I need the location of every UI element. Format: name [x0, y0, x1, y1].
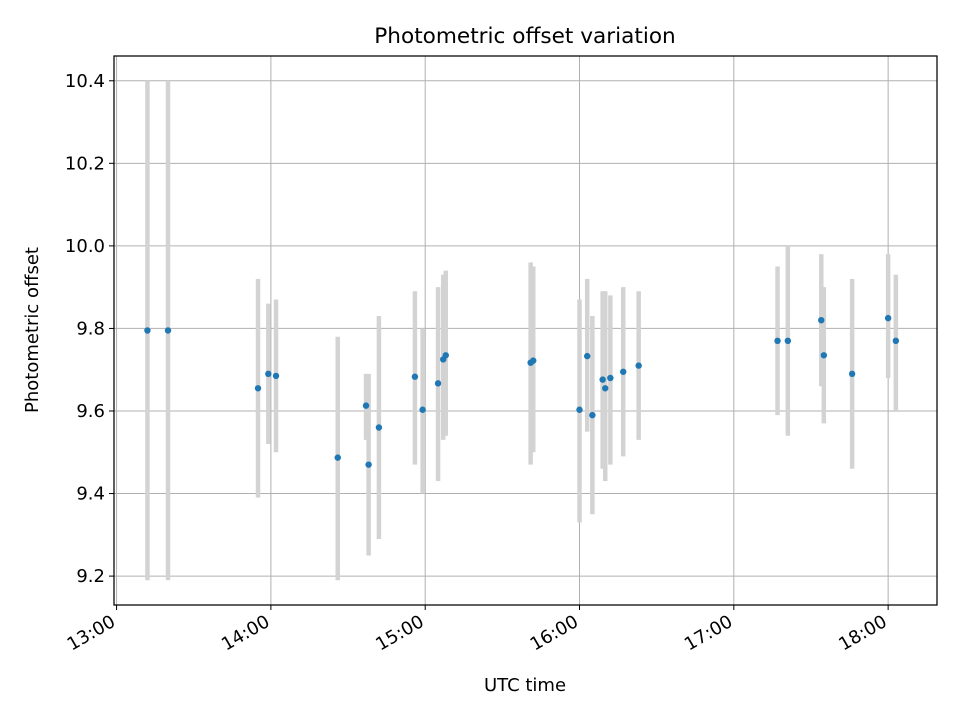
data-point — [607, 374, 614, 382]
data-point — [818, 316, 825, 324]
y-tick-label: 9.4 — [76, 484, 105, 505]
data-point — [848, 370, 856, 378]
data-point — [602, 385, 609, 392]
y-tick-label: 10.4 — [65, 71, 105, 92]
data-point — [576, 406, 583, 413]
data-point — [892, 337, 900, 345]
y-tick-label: 9.6 — [76, 401, 105, 422]
data-point — [589, 411, 596, 419]
data-point — [254, 385, 262, 392]
data-point — [411, 373, 419, 380]
data-point — [334, 454, 341, 461]
data-points — [144, 314, 900, 468]
data-point — [375, 424, 383, 431]
x-axis-title: UTC time — [484, 675, 566, 696]
y-axis: 9.2 9.4 9.6 9.8 10.0 10.2 10.4 — [65, 71, 114, 587]
data-point — [434, 380, 442, 387]
data-point — [820, 352, 828, 359]
data-point — [635, 362, 642, 369]
data-point — [884, 314, 892, 322]
y-tick-label: 9.8 — [76, 318, 105, 339]
data-point — [442, 352, 449, 359]
data-point — [365, 461, 372, 468]
data-point — [620, 368, 627, 375]
data-point — [784, 337, 792, 345]
data-point — [419, 406, 426, 413]
y-tick-label: 9.2 — [76, 566, 105, 587]
data-point — [774, 337, 781, 345]
plot-frame — [113, 55, 938, 606]
data-point — [599, 376, 606, 383]
y-axis-title: Photometric offset — [22, 247, 43, 413]
y-tick-label: 10.2 — [65, 153, 105, 174]
data-point — [272, 372, 280, 380]
chart-title: Photometric offset variation — [374, 24, 675, 49]
y-tick-label: 10.0 — [65, 236, 105, 257]
data-point — [362, 402, 370, 409]
data-point — [265, 370, 272, 378]
data-point — [584, 352, 591, 360]
data-point — [144, 327, 151, 334]
data-point — [530, 357, 537, 364]
data-point — [164, 327, 172, 334]
